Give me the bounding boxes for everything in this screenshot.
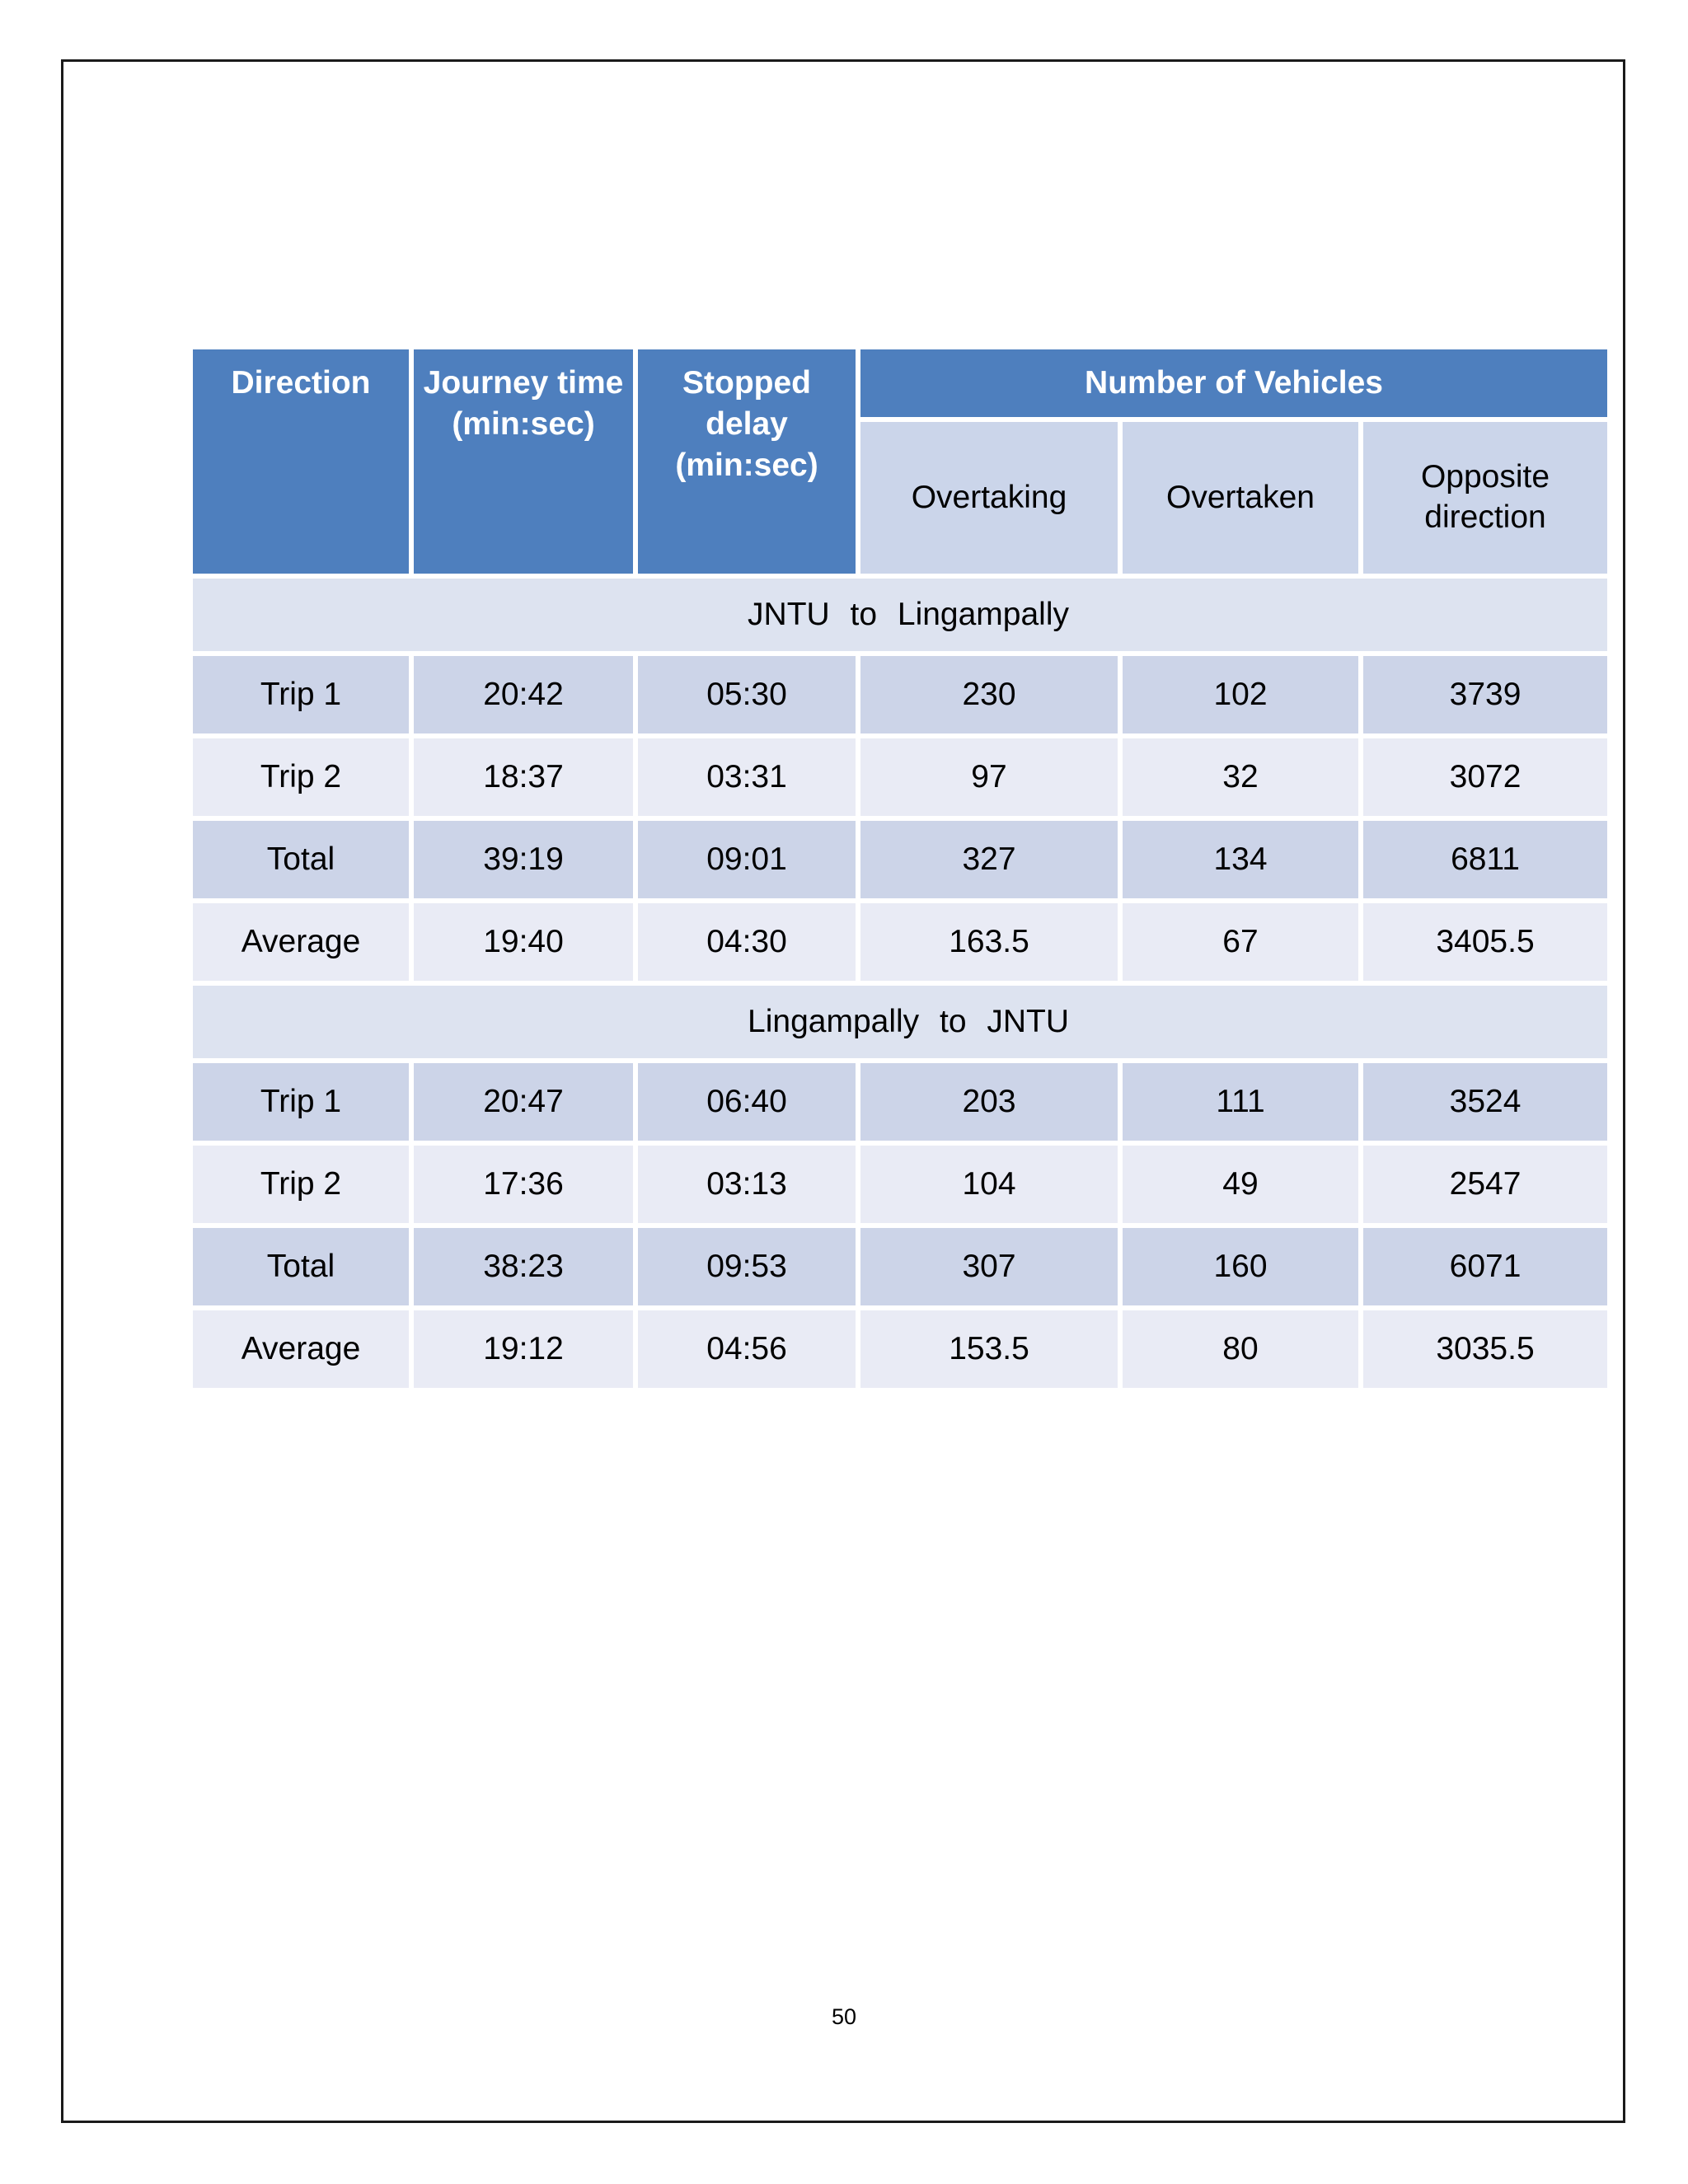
header-row-main: Direction Journey time (min:sec) Stopped… bbox=[188, 344, 1613, 579]
journey-time-cell: 39:19 bbox=[409, 816, 638, 903]
journey-time-cell: 20:47 bbox=[409, 1058, 638, 1146]
header-journey-time: Journey time (min:sec) bbox=[409, 344, 638, 579]
journey-time-cell: 38:23 bbox=[409, 1223, 638, 1310]
overtaken-cell: 80 bbox=[1118, 1305, 1363, 1393]
header-number-of-vehicles: Number of Vehicles bbox=[855, 344, 1613, 422]
row-label: Average bbox=[188, 1305, 414, 1393]
row-label: Total bbox=[188, 1223, 414, 1310]
header-overtaken: Overtaken bbox=[1118, 417, 1363, 579]
opposite-direction-cell: 3524 bbox=[1357, 1058, 1613, 1146]
opposite-direction-cell: 3739 bbox=[1357, 651, 1613, 738]
row-label: Trip 2 bbox=[188, 1141, 414, 1228]
stopped-delay-cell: 09:53 bbox=[633, 1223, 860, 1310]
stopped-delay-cell: 03:13 bbox=[633, 1141, 860, 1228]
page-number: 50 bbox=[831, 2004, 857, 2029]
overtaking-cell: 163.5 bbox=[856, 898, 1123, 986]
table-row: Average 19:40 04:30 163.5 67 3405.5 bbox=[188, 898, 1613, 986]
header-stopped-delay: Stopped delay (min:sec) bbox=[633, 344, 860, 579]
row-label: Trip 1 bbox=[188, 651, 414, 738]
header-row-sub: Overtaking Overtaken Opposite direction bbox=[190, 417, 1613, 579]
header-overtaking: Overtaking bbox=[856, 417, 1123, 579]
row-label: Average bbox=[188, 898, 414, 986]
journey-time-cell: 20:42 bbox=[409, 651, 638, 738]
overtaken-cell: 111 bbox=[1118, 1058, 1363, 1146]
journey-time-cell: 18:37 bbox=[409, 733, 638, 821]
traffic-survey-table: Direction Journey time (min:sec) Stopped… bbox=[187, 344, 1613, 1393]
overtaken-cell: 32 bbox=[1118, 733, 1363, 821]
row-label: Trip 1 bbox=[188, 1058, 414, 1146]
header-opposite-direction: Opposite direction bbox=[1357, 417, 1613, 579]
section-row-jntu-to-lingampally: JNTU to Lingampally bbox=[187, 574, 1613, 656]
stopped-delay-cell: 03:31 bbox=[633, 733, 860, 821]
overtaking-cell: 153.5 bbox=[856, 1305, 1123, 1393]
row-label: Trip 2 bbox=[188, 733, 414, 821]
stopped-delay-cell: 06:40 bbox=[633, 1058, 860, 1146]
overtaking-cell: 327 bbox=[856, 816, 1123, 903]
table-row: Average 19:12 04:56 153.5 80 3035.5 bbox=[188, 1305, 1613, 1393]
opposite-direction-cell: 3072 bbox=[1357, 733, 1613, 821]
overtaken-cell: 160 bbox=[1118, 1223, 1363, 1310]
row-label: Total bbox=[188, 816, 414, 903]
stopped-delay-cell: 04:30 bbox=[633, 898, 860, 986]
section-row-lingampally-to-jntu: Lingampally to JNTU bbox=[187, 981, 1613, 1063]
stopped-delay-cell: 05:30 bbox=[633, 651, 860, 738]
table-row: Trip 2 17:36 03:13 104 49 2547 bbox=[188, 1141, 1613, 1228]
overtaken-cell: 102 bbox=[1118, 651, 1363, 738]
opposite-direction-cell: 3405.5 bbox=[1357, 898, 1613, 986]
journey-time-cell: 19:40 bbox=[409, 898, 638, 986]
stopped-delay-cell: 04:56 bbox=[633, 1305, 860, 1393]
journey-time-cell: 19:12 bbox=[409, 1305, 638, 1393]
overtaking-cell: 97 bbox=[856, 733, 1123, 821]
journey-time-cell: 17:36 bbox=[409, 1141, 638, 1228]
overtaking-cell: 307 bbox=[856, 1223, 1123, 1310]
overtaken-cell: 67 bbox=[1118, 898, 1363, 986]
overtaking-cell: 203 bbox=[856, 1058, 1123, 1146]
overtaking-cell: 230 bbox=[856, 651, 1123, 738]
table-row: Trip 1 20:47 06:40 203 111 3524 bbox=[188, 1058, 1613, 1146]
overtaken-cell: 49 bbox=[1118, 1141, 1363, 1228]
opposite-direction-cell: 2547 bbox=[1357, 1141, 1613, 1228]
section-title: JNTU to Lingampally bbox=[187, 574, 1613, 656]
opposite-direction-cell: 3035.5 bbox=[1357, 1305, 1613, 1393]
table-row: Total 38:23 09:53 307 160 6071 bbox=[188, 1223, 1613, 1310]
table-row: Trip 1 20:42 05:30 230 102 3739 bbox=[188, 651, 1613, 738]
opposite-direction-cell: 6071 bbox=[1357, 1223, 1613, 1310]
section-title: Lingampally to JNTU bbox=[187, 981, 1613, 1063]
table-row: Total 39:19 09:01 327 134 6811 bbox=[188, 816, 1613, 903]
table-row: Trip 2 18:37 03:31 97 32 3072 bbox=[188, 733, 1613, 821]
opposite-direction-cell: 6811 bbox=[1357, 816, 1613, 903]
stopped-delay-cell: 09:01 bbox=[633, 816, 860, 903]
overtaken-cell: 134 bbox=[1118, 816, 1363, 903]
header-direction: Direction bbox=[188, 344, 414, 579]
overtaking-cell: 104 bbox=[856, 1141, 1123, 1228]
